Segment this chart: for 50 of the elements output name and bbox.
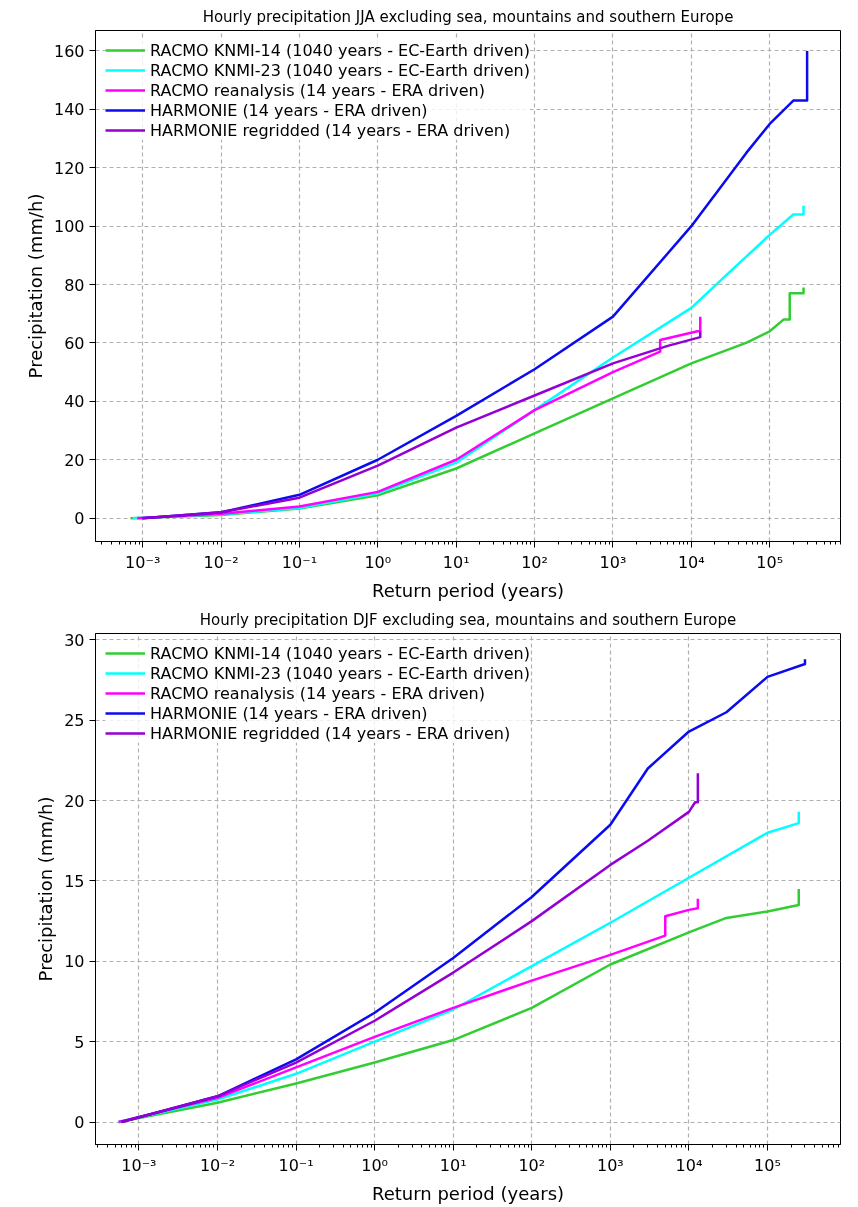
y-tick-label: 60: [64, 333, 85, 353]
legend-label: HARMONIE regridded (14 years - ERA driven): [150, 723, 511, 743]
x-tick-label: 10⁻³: [125, 552, 161, 572]
legend-label: RACMO KNMI-23 (1040 years - EC-Earth driven): [150, 60, 530, 80]
chart-title: Hourly precipitation DJF excluding sea, mountains and southern Europe: [199, 610, 737, 629]
y-axis-title: Precipitation (mm/h): [35, 796, 57, 982]
y-tick-label: 25: [64, 711, 85, 731]
y-tick-label: 120: [53, 158, 85, 178]
y-tick-label: 15: [64, 871, 85, 891]
y-tick-label: 30: [64, 630, 85, 650]
x-tick-label: 10⁴: [677, 552, 705, 572]
y-tick-label: 40: [64, 392, 85, 412]
x-tick-label: 10⁻¹: [278, 1155, 314, 1175]
x-tick-label: 10⁵: [754, 1155, 781, 1175]
y-tick-label: 20: [64, 791, 85, 811]
x-tick-label: 10⁻¹: [281, 552, 318, 572]
y-tick-label: 100: [53, 217, 85, 237]
y-tick-label: 20: [64, 450, 85, 470]
legend-label: RACMO KNMI-23 (1040 years - EC-Earth driven): [150, 663, 530, 683]
chart-title: Hourly precipitation JJA excluding sea, mountains and southern Europe: [202, 7, 734, 26]
legend-label: HARMONIE regridded (14 years - ERA driven): [150, 120, 511, 140]
legend-label: HARMONIE (14 years - ERA driven): [150, 703, 428, 723]
y-tick-label: 140: [53, 100, 85, 120]
x-tick-label: 10¹: [439, 1155, 467, 1175]
legend-label: RACMO reanalysis (14 years - ERA driven): [150, 80, 485, 100]
x-tick-label: 10⁰: [361, 1155, 389, 1175]
x-tick-label: 10¹: [442, 552, 470, 572]
legend-label: RACMO KNMI-14 (1040 years - EC-Earth driven): [150, 40, 530, 60]
x-axis-title: Return period (years): [371, 579, 565, 601]
y-tick-label: 160: [53, 41, 85, 61]
x-tick-label: 10⁻³: [121, 1155, 157, 1175]
x-tick-label: 10³: [596, 1155, 624, 1175]
x-axis-title: Return period (years): [371, 1182, 565, 1204]
y-tick-label: 0: [74, 509, 85, 529]
legend-label: RACMO KNMI-14 (1040 years - EC-Earth driven): [150, 643, 530, 663]
legend-label: HARMONIE (14 years - ERA driven): [150, 100, 428, 120]
x-tick-label: 10²: [521, 552, 548, 572]
x-tick-label: 10⁰: [364, 552, 392, 572]
x-tick-label: 10⁻²: [199, 1155, 236, 1175]
x-tick-label: 10²: [518, 1155, 546, 1175]
x-tick-label: 10⁵: [756, 552, 784, 572]
legend-label: RACMO reanalysis (14 years - ERA driven): [150, 683, 485, 703]
y-axis-title: Precipitation (mm/h): [24, 193, 46, 379]
x-tick-label: 10⁴: [675, 1155, 703, 1175]
x-tick-label: 10³: [599, 552, 627, 572]
y-tick-label: 5: [74, 1032, 85, 1052]
y-tick-label: 80: [64, 275, 85, 295]
y-tick-label: 0: [74, 1113, 85, 1132]
y-tick-label: 10: [64, 952, 85, 972]
x-tick-label: 10⁻²: [203, 552, 239, 572]
